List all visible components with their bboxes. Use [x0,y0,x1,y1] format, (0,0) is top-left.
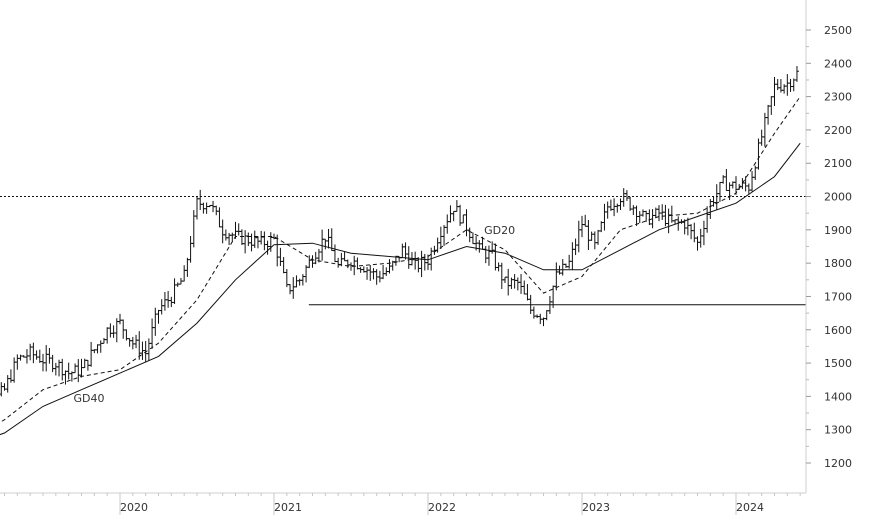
annotation-gd20: GD20 [484,224,515,237]
x-tick-label: 2020 [120,501,148,514]
y-tick-label: 1700 [824,290,852,303]
x-tick-label: 2024 [736,501,764,514]
y-tick-label: 1600 [824,324,852,337]
x-tick-label: 2021 [274,501,302,514]
moving-averages [0,96,801,436]
price-bars [0,66,799,397]
y-tick-label: 2500 [824,24,852,37]
y-tick-label: 1300 [824,424,852,437]
y-tick-label: 1400 [824,390,852,403]
y-tick-label: 1500 [824,357,852,370]
y-axis: 1200 1300 1400 1500 1600 1700 1800 1900 2000 2100… [805,0,852,493]
y-tick-label: 1200 [824,457,852,470]
x-tick-label: 2022 [428,501,456,514]
y-tick-label: 2400 [824,57,852,70]
ma-line-gd20 [0,96,801,424]
ma-line-gd40 [0,142,801,436]
x-axis: 2020 2021 2022 2023 2024 [0,492,806,515]
y-tick-label: 2300 [824,91,852,104]
annotations: GD40 GD20 [74,224,516,405]
y-tick-label: 2000 [824,191,852,204]
y-tick-label: 2200 [824,124,852,137]
annotation-gd40: GD40 [74,392,105,405]
y-tick-label: 1800 [824,257,852,270]
x-tick-label: 2023 [582,501,610,514]
y-tick-label: 2100 [824,157,852,170]
reference-lines [0,196,806,306]
y-tick-label: 1900 [824,224,852,237]
